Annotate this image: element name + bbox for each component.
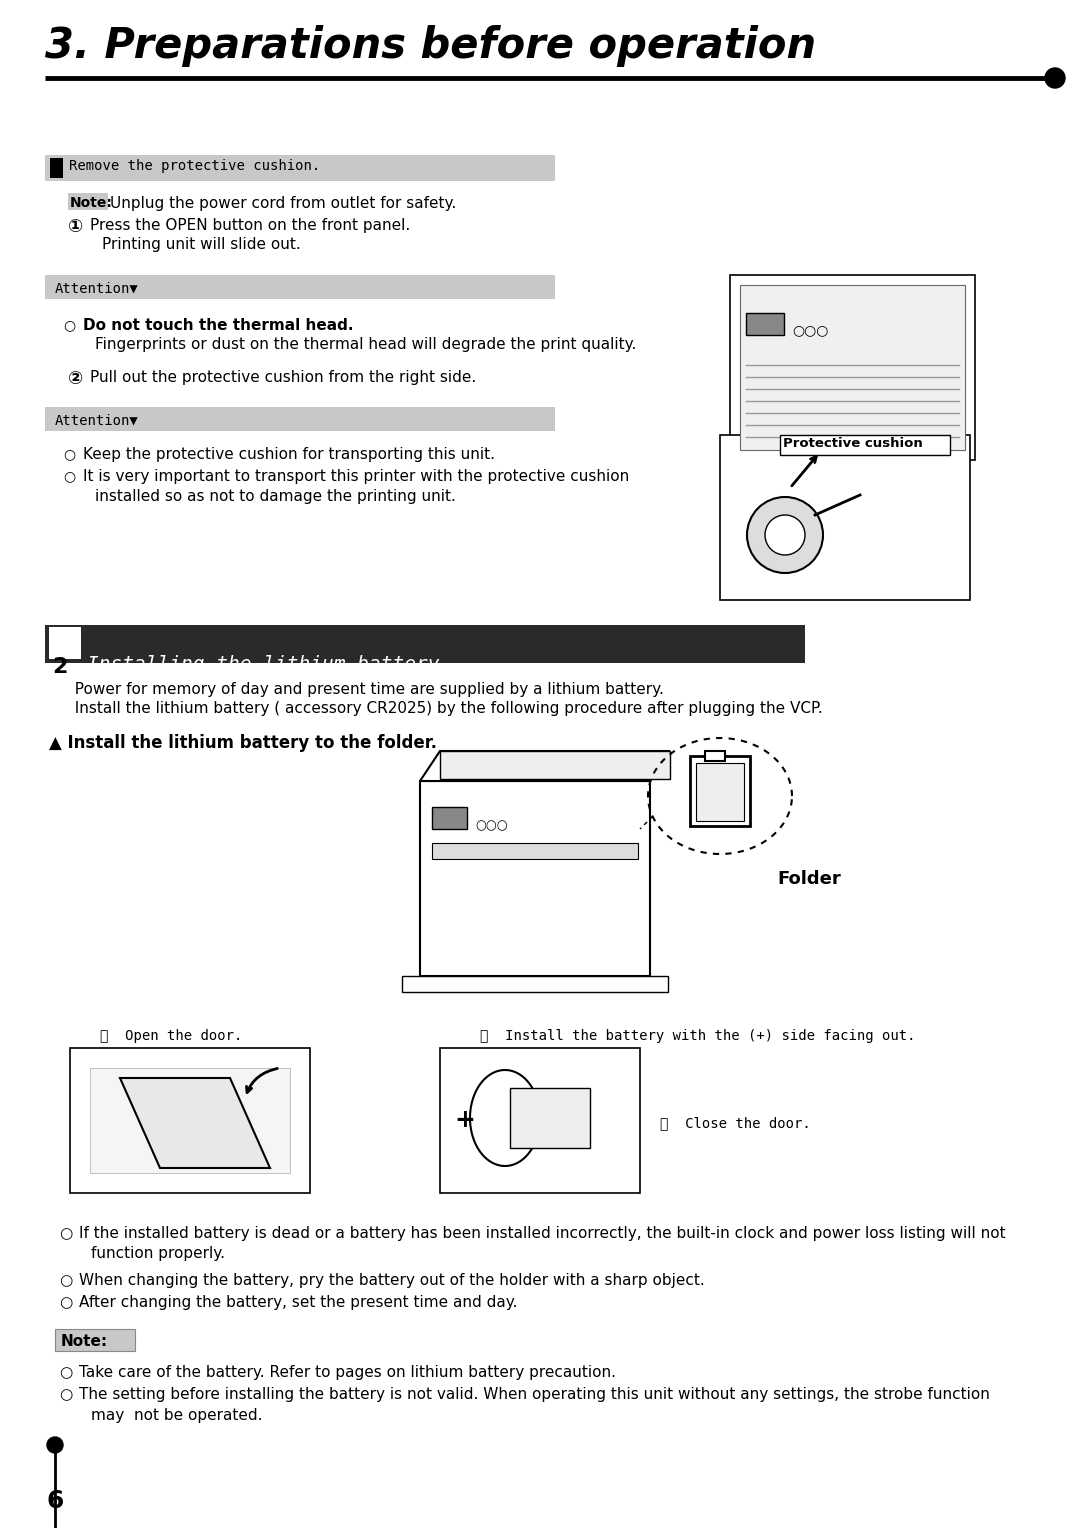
Bar xyxy=(50,157,63,177)
Text: Install the lithium battery ( accessory CR2025) by the following procedure after: Install the lithium battery ( accessory … xyxy=(65,701,823,717)
Bar xyxy=(432,843,638,859)
Text: +: + xyxy=(454,1108,475,1132)
Text: Take care of the battery. Refer to pages on lithium battery precaution.: Take care of the battery. Refer to pages… xyxy=(79,1365,616,1380)
Text: Note:: Note: xyxy=(70,196,113,209)
Text: ○: ○ xyxy=(59,1296,72,1309)
Text: ○: ○ xyxy=(59,1365,72,1380)
Bar xyxy=(45,625,805,663)
Text: Press the OPEN button on the front panel.: Press the OPEN button on the front panel… xyxy=(90,219,410,232)
Bar xyxy=(440,750,670,779)
Bar xyxy=(432,807,467,830)
Text: Fingerprints or dust on the thermal head will degrade the print quality.: Fingerprints or dust on the thermal head… xyxy=(95,338,636,351)
Text: ③  Close the door.: ③ Close the door. xyxy=(660,1115,811,1131)
Bar xyxy=(690,756,750,827)
Text: function properly.: function properly. xyxy=(91,1245,225,1261)
Circle shape xyxy=(747,497,823,573)
Text: ①  Open the door.: ① Open the door. xyxy=(100,1028,242,1044)
Bar xyxy=(440,1048,640,1193)
Bar xyxy=(696,762,744,821)
Text: After changing the battery, set the present time and day.: After changing the battery, set the pres… xyxy=(79,1296,517,1309)
Text: Remove the protective cushion.: Remove the protective cushion. xyxy=(69,159,321,173)
Text: Do not touch the thermal head.: Do not touch the thermal head. xyxy=(83,318,353,333)
Text: It is very important to transport this printer with the protective cushion: It is very important to transport this p… xyxy=(83,469,630,484)
Text: ○: ○ xyxy=(63,448,76,461)
Text: 6: 6 xyxy=(48,1488,65,1513)
Bar xyxy=(780,435,950,455)
Circle shape xyxy=(1045,69,1065,89)
Text: ②: ② xyxy=(68,370,83,388)
Text: Protective cushion: Protective cushion xyxy=(783,437,922,451)
Text: Pull out the protective cushion from the right side.: Pull out the protective cushion from the… xyxy=(90,370,476,385)
Bar xyxy=(510,1088,590,1148)
Bar xyxy=(402,976,669,992)
Bar xyxy=(55,1329,135,1351)
Text: installed so as not to damage the printing unit.: installed so as not to damage the printi… xyxy=(95,489,456,504)
Text: Unplug the power cord from outlet for safety.: Unplug the power cord from outlet for sa… xyxy=(110,196,456,211)
Text: Printing unit will slide out.: Printing unit will slide out. xyxy=(102,237,300,252)
Text: Note:: Note: xyxy=(60,1334,108,1349)
Text: ②  Install the battery with the (+) side facing out.: ② Install the battery with the (+) side … xyxy=(480,1028,916,1044)
Text: When changing the battery, pry the battery out of the holder with a sharp object: When changing the battery, pry the batte… xyxy=(79,1273,705,1288)
Text: The setting before installing the battery is not valid. When operating this unit: The setting before installing the batter… xyxy=(79,1387,990,1403)
Text: Power for memory of day and present time are supplied by a lithium battery.: Power for memory of day and present time… xyxy=(65,681,664,697)
Text: If the installed battery is dead or a battery has been installed incorrectly, th: If the installed battery is dead or a ba… xyxy=(79,1225,1005,1241)
Circle shape xyxy=(48,1436,63,1453)
Text: may  not be operated.: may not be operated. xyxy=(91,1407,262,1423)
Text: ▲ Install the lithium battery to the folder.: ▲ Install the lithium battery to the fol… xyxy=(49,733,437,752)
Bar xyxy=(68,193,108,209)
Text: Folder: Folder xyxy=(777,869,840,888)
Bar xyxy=(420,781,650,976)
Polygon shape xyxy=(120,1077,270,1167)
Text: Attention▼: Attention▼ xyxy=(55,281,138,295)
Bar xyxy=(720,435,970,601)
Bar xyxy=(746,313,784,335)
Text: ○○○: ○○○ xyxy=(792,322,828,338)
Bar xyxy=(45,154,555,180)
Bar xyxy=(730,275,975,460)
Bar xyxy=(45,275,555,299)
Text: ○: ○ xyxy=(59,1273,72,1288)
Text: ○: ○ xyxy=(63,318,76,332)
Bar xyxy=(45,406,555,431)
Bar xyxy=(705,750,725,761)
Text: ○: ○ xyxy=(63,469,76,483)
Text: 3. Preparations before operation: 3. Preparations before operation xyxy=(45,24,816,67)
Bar xyxy=(49,626,81,659)
Text: ○○○: ○○○ xyxy=(475,819,508,833)
Text: ○: ○ xyxy=(59,1225,72,1241)
Text: Keep the protective cushion for transporting this unit.: Keep the protective cushion for transpor… xyxy=(83,448,495,461)
Polygon shape xyxy=(420,750,670,781)
Text: ○: ○ xyxy=(59,1387,72,1403)
Text: 2: 2 xyxy=(52,657,67,677)
Bar xyxy=(90,1068,291,1174)
Text: Installing the lithium battery: Installing the lithium battery xyxy=(87,656,440,674)
Text: Attention▼: Attention▼ xyxy=(55,413,138,426)
Bar xyxy=(740,286,966,451)
Circle shape xyxy=(765,515,805,555)
Text: ①: ① xyxy=(68,219,83,235)
Bar xyxy=(70,1048,310,1193)
